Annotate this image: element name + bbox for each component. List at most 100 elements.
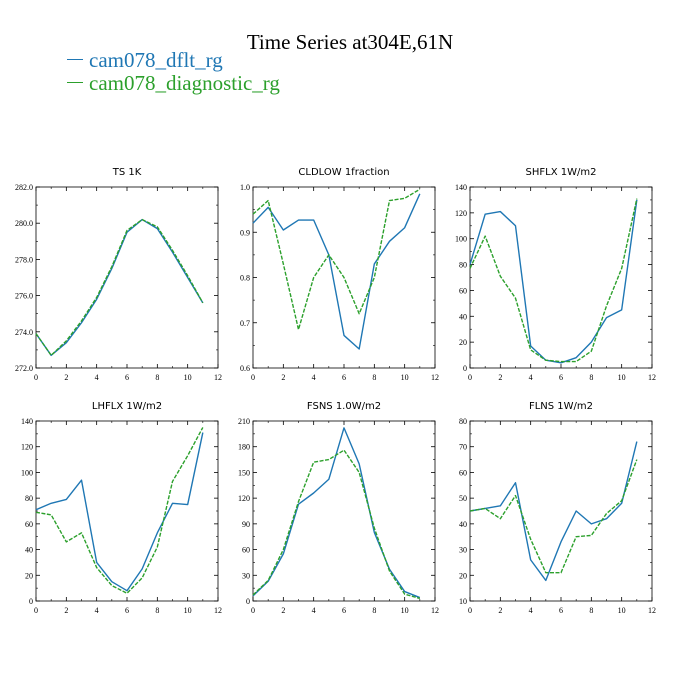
series-line-diagnostic (469, 198, 638, 363)
y-tick-label: 280.0 (15, 219, 33, 228)
x-tick-label: 0 (34, 373, 38, 382)
panel-title: SHFLX 1W/m2 (526, 167, 597, 178)
y-tick-label: 0.7 (240, 319, 250, 328)
x-tick-label: 10 (401, 373, 409, 382)
series-line-dflt (469, 441, 638, 582)
y-tick-label: 180 (238, 443, 250, 452)
y-tick-label: 274.0 (15, 328, 33, 337)
series-line-diagnostic (35, 427, 204, 594)
panel-title: FSNS 1.0W/m2 (307, 401, 381, 412)
y-tick-label: 0.9 (240, 228, 250, 237)
legend-entry-dflt: cam078_dflt_rg (67, 48, 223, 73)
x-tick-label: 10 (184, 373, 192, 382)
y-tick-label: 40 (459, 312, 467, 321)
plot-frame (35, 420, 219, 602)
y-tick-label: 100 (455, 235, 467, 244)
x-tick-label: 0 (468, 606, 472, 615)
x-tick-label: 10 (184, 606, 192, 615)
y-tick-label: 80 (25, 494, 33, 503)
x-tick-label: 4 (95, 373, 99, 382)
y-tick-label: 60 (242, 546, 250, 555)
x-tick-label: 12 (431, 606, 439, 615)
x-tick-label: 0 (251, 373, 255, 382)
x-tick-label: 6 (342, 373, 346, 382)
panel-title: LHFLX 1W/m2 (92, 401, 162, 412)
y-tick-label: 282.0 (15, 183, 33, 192)
series-line-dflt (35, 432, 204, 592)
series-line-diagnostic (252, 449, 421, 600)
series-line-dflt (35, 218, 204, 357)
y-tick-label: 278.0 (15, 255, 33, 264)
y-tick-label: 120 (21, 443, 33, 452)
legend-entry-diagnostic: cam078_diagnostic_rg (67, 71, 280, 96)
y-tick-label: 40 (459, 520, 467, 529)
y-tick-label: 140 (455, 183, 467, 192)
x-tick-label: 8 (372, 373, 376, 382)
x-tick-label: 4 (529, 373, 533, 382)
x-tick-label: 2 (281, 606, 285, 615)
y-tick-label: 10 (459, 597, 467, 606)
x-tick-label: 4 (95, 606, 99, 615)
x-tick-label: 6 (125, 606, 129, 615)
y-tick-label: 80 (459, 261, 467, 270)
x-tick-label: 0 (251, 606, 255, 615)
y-tick-label: 0 (29, 597, 33, 606)
x-tick-label: 8 (589, 373, 593, 382)
y-tick-label: 30 (459, 546, 467, 555)
panel-title: CLDLOW 1fraction (298, 167, 389, 178)
x-tick-label: 12 (214, 606, 222, 615)
y-tick-label: 60 (25, 520, 33, 529)
y-tick-label: 50 (459, 494, 467, 503)
panel-title: FLNS 1W/m2 (529, 401, 593, 412)
x-tick-label: 10 (618, 606, 626, 615)
series-line-diagnostic (252, 188, 421, 331)
y-tick-label: 120 (455, 209, 467, 218)
x-tick-label: 8 (155, 373, 159, 382)
y-tick-label: 0 (463, 364, 467, 373)
panel-1: CLDLOW 1fraction 0 2 4 6 8 10 12 0.6 0.7 0.8 0.9 1.0 (240, 167, 439, 382)
plot-frame (469, 186, 653, 369)
legend-label-dflt: cam078_dflt_rg (89, 48, 223, 72)
y-tick-label: 140 (21, 417, 33, 426)
panel-5: FLNS 1W/m2 0 2 4 6 8 10 12 10 20 30 40 50 60 70 80 (459, 401, 656, 615)
series-line-diagnostic (469, 459, 638, 574)
y-tick-label: 150 (238, 468, 250, 477)
y-tick-label: 0 (246, 597, 250, 606)
x-tick-label: 0 (34, 606, 38, 615)
panel-0: TS 1K 0 2 4 6 8 10 12 272.0 274.0 276.0 278.0 280.0 2… (15, 167, 222, 382)
legend-swatch-dflt (67, 58, 83, 60)
x-tick-label: 2 (498, 373, 502, 382)
x-tick-label: 12 (648, 373, 656, 382)
y-tick-label: 60 (459, 286, 467, 295)
panel-title: TS 1K (112, 167, 142, 178)
chart-title: Time Series at304E,61N (246, 30, 454, 54)
x-tick-label: 2 (498, 606, 502, 615)
x-tick-label: 4 (312, 606, 316, 615)
y-tick-label: 272.0 (15, 364, 33, 373)
plot-frame (252, 420, 436, 602)
series-line-dflt (252, 193, 421, 350)
y-tick-label: 20 (25, 571, 33, 580)
y-tick-label: 120 (238, 494, 250, 503)
x-tick-label: 8 (589, 606, 593, 615)
y-tick-label: 80 (459, 417, 467, 426)
legend-label-diagnostic: cam078_diagnostic_rg (89, 71, 280, 95)
x-tick-label: 6 (559, 373, 563, 382)
x-tick-label: 10 (401, 606, 409, 615)
y-tick-label: 90 (242, 520, 250, 529)
x-tick-label: 4 (529, 606, 533, 615)
x-tick-label: 12 (648, 606, 656, 615)
x-tick-label: 6 (125, 373, 129, 382)
x-tick-label: 8 (155, 606, 159, 615)
x-tick-label: 4 (312, 373, 316, 382)
legend-swatch-diagnostic (67, 81, 83, 83)
x-tick-label: 6 (342, 606, 346, 615)
x-tick-label: 8 (372, 606, 376, 615)
y-tick-label: 1.0 (240, 183, 250, 192)
y-tick-label: 20 (459, 571, 467, 580)
y-tick-label: 70 (459, 443, 467, 452)
y-tick-label: 276.0 (15, 292, 33, 301)
